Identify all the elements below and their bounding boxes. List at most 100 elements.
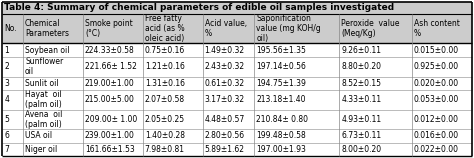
Bar (2, 57, 23, 77)
Bar (143, 110, 203, 129)
Bar (339, 90, 412, 110)
Text: 2: 2 (4, 62, 9, 71)
Text: Hayat  oil
(palm oil): Hayat oil (palm oil) (25, 90, 62, 109)
Text: 213.18±1.40: 213.18±1.40 (256, 95, 306, 104)
Bar (339, 43, 412, 57)
Bar (2, 90, 23, 110)
Text: Avena  oil
(palm oil): Avena oil (palm oil) (25, 110, 63, 129)
Bar (412, 14, 472, 43)
Bar (412, 110, 472, 129)
Text: 8.00±0.20: 8.00±0.20 (341, 145, 382, 154)
Text: 0.053±0.00: 0.053±0.00 (414, 95, 459, 104)
Bar (2, 14, 23, 43)
Bar (143, 77, 203, 90)
Bar (2, 2, 472, 14)
Text: USA oil: USA oil (25, 131, 52, 140)
Bar (23, 14, 83, 43)
Text: 161.66±1.53: 161.66±1.53 (85, 145, 135, 154)
Text: 194.75±1.39: 194.75±1.39 (256, 79, 306, 88)
Text: 8.52±0.15: 8.52±0.15 (341, 79, 381, 88)
Text: 3: 3 (4, 79, 9, 88)
Text: 4.48±0.57: 4.48±0.57 (205, 115, 245, 124)
Text: 1.49±0.32: 1.49±0.32 (205, 46, 245, 55)
Text: 2.80±0.56: 2.80±0.56 (205, 131, 245, 140)
Bar (203, 90, 255, 110)
Bar (339, 143, 412, 156)
Text: 1.40±0.28: 1.40±0.28 (145, 131, 185, 140)
Bar (255, 129, 339, 143)
Text: 3.17±0.32: 3.17±0.32 (205, 95, 245, 104)
Bar (412, 57, 472, 77)
Bar (143, 14, 203, 43)
Bar (2, 110, 23, 129)
Text: Ash content
%: Ash content % (414, 19, 460, 38)
Text: No.: No. (4, 24, 17, 33)
Text: 7.98±0.81: 7.98±0.81 (145, 145, 185, 154)
Text: 239.00±1.00: 239.00±1.00 (85, 131, 135, 140)
Bar (2, 129, 23, 143)
Text: 9.26±0.11: 9.26±0.11 (341, 46, 381, 55)
Bar (23, 77, 83, 90)
Text: 199.48±0.58: 199.48±0.58 (256, 131, 306, 140)
Bar (203, 143, 255, 156)
Bar (255, 143, 339, 156)
Bar (83, 43, 143, 57)
Bar (83, 143, 143, 156)
Bar (412, 143, 472, 156)
Text: Acid value,
%: Acid value, % (205, 19, 246, 38)
Text: 210.84± 0.80: 210.84± 0.80 (256, 115, 308, 124)
Text: 0.022±0.00: 0.022±0.00 (414, 145, 459, 154)
Text: 2.43±0.32: 2.43±0.32 (205, 62, 245, 71)
Text: 4.33±0.11: 4.33±0.11 (341, 95, 382, 104)
Bar (339, 77, 412, 90)
Bar (23, 43, 83, 57)
Bar (255, 43, 339, 57)
Bar (23, 110, 83, 129)
Text: 0.61±0.32: 0.61±0.32 (205, 79, 245, 88)
Text: 219.00±1.00: 219.00±1.00 (85, 79, 135, 88)
Bar (412, 90, 472, 110)
Text: 197.00±1.93: 197.00±1.93 (256, 145, 306, 154)
Bar (203, 43, 255, 57)
Text: 215.00±5.00: 215.00±5.00 (85, 95, 135, 104)
Text: 7: 7 (4, 145, 9, 154)
Bar (23, 90, 83, 110)
Text: 1.21±0.16: 1.21±0.16 (145, 62, 184, 71)
Text: Peroxide  value
(Meq/Kg): Peroxide value (Meq/Kg) (341, 19, 400, 38)
Text: 8.80±0.20: 8.80±0.20 (341, 62, 381, 71)
Bar (143, 57, 203, 77)
Bar (339, 129, 412, 143)
Text: Sunflower
oil: Sunflower oil (25, 57, 64, 76)
Text: 6: 6 (4, 131, 9, 140)
Bar (203, 110, 255, 129)
Bar (83, 57, 143, 77)
Text: 221.66± 1.52: 221.66± 1.52 (85, 62, 137, 71)
Bar (23, 143, 83, 156)
Text: Niger oil: Niger oil (25, 145, 57, 154)
Text: 195.56±1.35: 195.56±1.35 (256, 46, 306, 55)
Bar (203, 77, 255, 90)
Bar (339, 14, 412, 43)
Bar (83, 14, 143, 43)
Bar (255, 90, 339, 110)
Text: 2.05±0.25: 2.05±0.25 (145, 115, 185, 124)
Bar (412, 77, 472, 90)
Text: 4: 4 (4, 95, 9, 104)
Bar (412, 43, 472, 57)
Text: Table 4: Summary of chemical parameters of edible oil samples investigated: Table 4: Summary of chemical parameters … (4, 3, 394, 12)
Bar (412, 129, 472, 143)
Bar (203, 129, 255, 143)
Text: 1: 1 (4, 46, 9, 55)
Text: Free fatty
acid (as %
oleic acid): Free fatty acid (as % oleic acid) (145, 14, 184, 43)
Bar (143, 90, 203, 110)
Text: 4.93±0.11: 4.93±0.11 (341, 115, 382, 124)
Text: 1.31±0.16: 1.31±0.16 (145, 79, 185, 88)
Text: 2.07±0.58: 2.07±0.58 (145, 95, 185, 104)
Text: 209.00± 1.00: 209.00± 1.00 (85, 115, 137, 124)
Bar (23, 57, 83, 77)
Bar (339, 110, 412, 129)
Text: Sunlit oil: Sunlit oil (25, 79, 59, 88)
Bar (143, 43, 203, 57)
Bar (203, 14, 255, 43)
Bar (2, 143, 23, 156)
